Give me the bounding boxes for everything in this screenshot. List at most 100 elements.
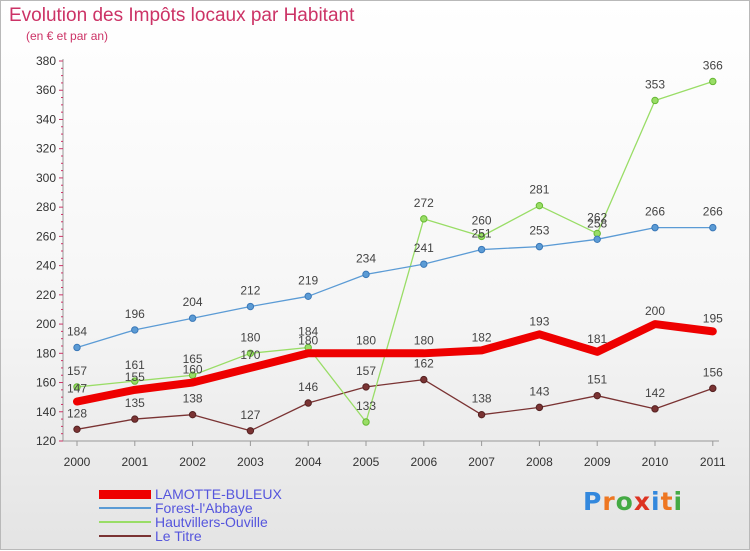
y-tick-label: 120: [36, 434, 56, 448]
series-3-data-label: 156: [703, 365, 723, 379]
series-2-point: [362, 418, 370, 426]
series-1-data-label: 204: [183, 295, 203, 309]
series-3-data-label: 143: [529, 384, 549, 398]
legend-swatch: [99, 535, 151, 537]
logo-letter: P: [583, 487, 603, 516]
series-1-point: [304, 292, 312, 301]
series-1-data-label: 253: [529, 224, 549, 238]
logo-letter: i: [651, 487, 661, 516]
y-tick-label: 160: [36, 376, 56, 390]
series-3-data-label: 146: [298, 380, 318, 394]
series-0-data-label: 181: [587, 332, 607, 346]
series-3-point: [651, 405, 659, 413]
y-tick-label: 280: [36, 200, 56, 214]
x-tick-label: 2001: [121, 455, 148, 469]
series-1-data-label: 251: [472, 227, 492, 241]
y-tick-label: 320: [36, 142, 56, 156]
series-line-1: [76, 226, 714, 349]
legend-item: Forest-l'Abbaye: [99, 500, 399, 516]
series-3-data-label: 162: [414, 357, 434, 371]
series-2-data-label: 161: [125, 358, 145, 372]
x-tick-label: 2003: [237, 455, 264, 469]
series-1-data-label: 266: [645, 205, 665, 219]
y-tick-label: 180: [36, 346, 56, 360]
series-3-data-label: 138: [183, 392, 203, 406]
series-2-point: [131, 377, 139, 385]
x-tick-label: 2008: [526, 455, 553, 469]
series-line-2: [76, 80, 714, 423]
y-tick-label: 200: [36, 317, 56, 331]
series-1-data-label: 196: [125, 307, 145, 321]
series-0-data-label: 200: [645, 304, 665, 318]
series-1-point: [131, 326, 139, 334]
x-tick-label: 2006: [410, 455, 437, 469]
series-3-point: [535, 403, 544, 412]
series-1-data-label: 234: [356, 251, 376, 265]
x-tick-label: 2011: [700, 455, 726, 469]
series-1-point: [73, 343, 81, 352]
x-tick-label: 2009: [584, 455, 611, 469]
series-3-point: [73, 425, 81, 434]
x-tick-label: 2005: [353, 455, 380, 469]
series-0-data-label: 147: [67, 382, 87, 396]
series-3-point: [420, 375, 428, 384]
series-2-data-label: 272: [414, 196, 434, 210]
legend-label: Hautvillers-Ouville: [155, 514, 268, 530]
y-tick-label: 220: [36, 288, 56, 302]
y-tick-label: 140: [36, 405, 56, 419]
legend-item: LAMOTTE-BULEUX: [99, 486, 399, 502]
series-3-data-label: 142: [645, 386, 665, 400]
series-line-0: [73, 320, 717, 406]
x-tick-label: 2010: [642, 455, 669, 469]
series-2-point: [651, 96, 659, 105]
series-2-data-label: 184: [298, 324, 318, 338]
series-3-point: [246, 427, 255, 435]
series-1-data-label: 241: [414, 241, 434, 255]
series-2-data-label: 180: [240, 330, 260, 344]
series-3-data-label: 157: [356, 364, 376, 378]
legend-swatch: [99, 489, 151, 499]
series-2-point: [535, 201, 544, 210]
series-1-point: [188, 314, 197, 322]
logo-letter: r: [602, 487, 616, 516]
logo-letter: i: [673, 487, 684, 516]
y-tick-label: 240: [36, 259, 56, 273]
series-3-data-label: 127: [240, 408, 260, 422]
series-1-point: [535, 242, 544, 251]
series-2-data-label: 260: [472, 213, 492, 227]
series-2-point: [420, 215, 428, 223]
series-3-point: [477, 410, 486, 419]
series-1-point: [477, 245, 486, 254]
series-1-data-label: 266: [703, 205, 723, 219]
y-tick-label: 360: [36, 83, 56, 97]
y-tick-label: 380: [36, 54, 56, 68]
y-tick-label: 300: [36, 171, 56, 185]
series-3-data-label: 135: [125, 396, 145, 410]
series-1-point: [651, 223, 659, 232]
legend-label: LAMOTTE-BULEUX: [155, 486, 282, 502]
proxiti-logo: Proxiti: [583, 487, 683, 516]
series-2-data-label: 353: [645, 77, 665, 91]
series-0-data-label: 180: [298, 333, 318, 347]
series-2-data-label: 165: [183, 352, 203, 366]
series-2-data-label: 366: [703, 58, 723, 72]
series-0-data-label: 160: [183, 363, 203, 377]
y-tick-label: 260: [36, 229, 56, 243]
series-3-point: [709, 384, 717, 393]
series-1-point: [246, 302, 255, 311]
series-1-point: [362, 270, 370, 279]
series-2-point: [246, 349, 255, 358]
series-1-point: [709, 223, 717, 232]
series-2-data-label: 157: [67, 364, 87, 378]
series-3-point: [593, 391, 601, 400]
series-1-data-label: 184: [67, 324, 87, 338]
series-0-data-label: 180: [356, 333, 376, 347]
series-0-data-label: 182: [472, 330, 492, 344]
x-tick-label: 2004: [295, 455, 322, 469]
series-3-point: [188, 410, 197, 419]
series-0-data-label: 170: [240, 348, 260, 362]
series-0-data-label: 155: [125, 370, 145, 384]
series-3-data-label: 151: [587, 373, 607, 387]
